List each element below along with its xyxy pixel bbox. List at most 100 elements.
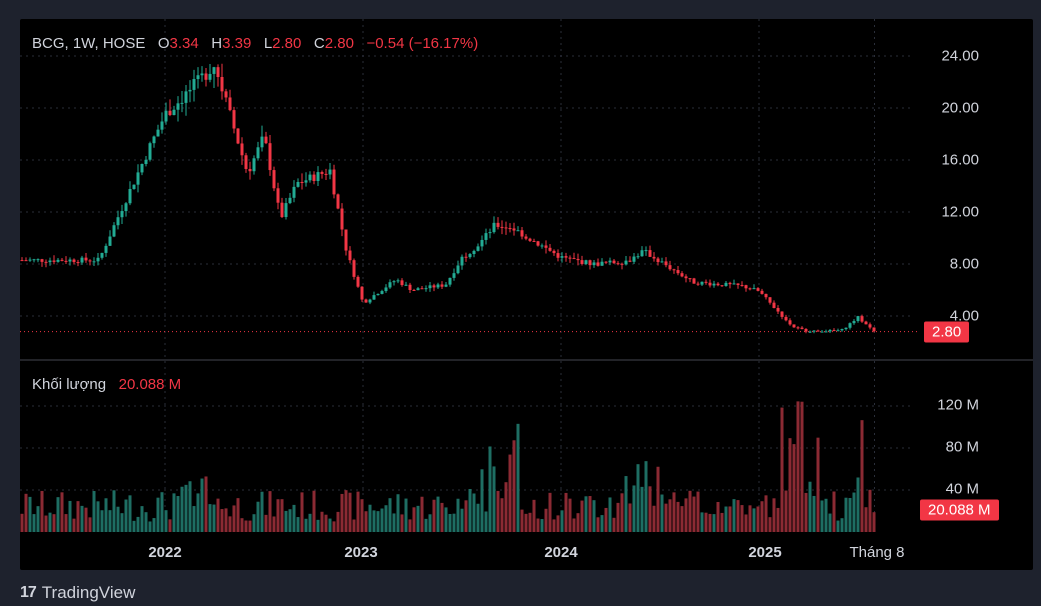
volume-bar [528, 512, 532, 532]
volume-bar [820, 500, 824, 532]
volume-bar [412, 507, 416, 532]
volume-bar [500, 498, 504, 532]
volume-bar [644, 461, 648, 532]
volume-bar [700, 512, 704, 532]
candle-body [420, 288, 424, 290]
volume-bar [568, 498, 572, 532]
x-tick-label: 2022 [148, 544, 182, 561]
volume-bar [588, 496, 592, 532]
volume-bar [152, 518, 156, 532]
candle-body [608, 260, 612, 263]
candle-body [532, 240, 536, 242]
volume-bar [856, 477, 860, 532]
volume-bar [88, 517, 92, 532]
last-volume-badge: 20.088 M [920, 499, 999, 521]
volume-bar [72, 518, 76, 532]
candle-body [164, 110, 168, 122]
volume-bar [92, 490, 96, 532]
candle-body [572, 258, 576, 260]
volume-bar [760, 501, 764, 532]
candle-body [540, 245, 544, 247]
candle-body [284, 203, 288, 218]
candle-body [768, 297, 772, 303]
candle-body [256, 147, 260, 159]
volume-bar [124, 499, 128, 532]
price-tick-label: 16.00 [941, 151, 979, 169]
candle-body [604, 261, 608, 263]
candle-body [612, 260, 616, 264]
chart-canvas[interactable] [20, 19, 1033, 570]
volume-bar [68, 500, 72, 532]
candle-body [364, 299, 368, 303]
candle-body [704, 281, 708, 283]
volume-bar [828, 513, 832, 532]
candle-body [128, 188, 132, 204]
candle-body [488, 232, 492, 234]
volume-bar [264, 514, 268, 532]
volume-bar [376, 511, 380, 532]
candle-body [664, 261, 668, 266]
volume-bar [792, 444, 796, 532]
volume-bar [708, 513, 712, 532]
candle-body [508, 228, 512, 230]
candle-body [528, 238, 532, 241]
volume-bar [560, 510, 564, 532]
candle-body [20, 260, 24, 262]
volume-bar [272, 516, 276, 532]
candle-body [584, 260, 588, 264]
candle-body [804, 328, 808, 332]
volume-bar [816, 437, 820, 532]
x-tick-label: Tháng 8 [849, 544, 905, 561]
volume-bar [268, 491, 272, 532]
volume-bar [252, 514, 256, 532]
volume-bar [344, 490, 348, 532]
volume-bar [340, 493, 344, 532]
candle-body [848, 323, 852, 328]
x-tick-label: 2025 [748, 544, 782, 561]
volume-bar [172, 493, 176, 532]
candle-body [360, 286, 364, 300]
candle-body [484, 233, 488, 240]
volume-bar [224, 508, 228, 532]
chart-frame[interactable]: BCG, 1W, HOSE O3.34 H3.39 L2.80 C2.80 −0… [20, 19, 1033, 570]
volume-bar [64, 514, 68, 532]
price-tick-label: 8.00 [949, 255, 979, 273]
volume-tick-label: 120 M [937, 396, 979, 414]
volume-bar [300, 492, 304, 532]
volume-bar [864, 507, 868, 532]
candle-body [872, 327, 876, 332]
candle-body [692, 278, 696, 284]
tradingview-footer[interactable]: 17 TradingView [20, 583, 135, 603]
candle-body [492, 222, 496, 233]
volume-bar [24, 493, 28, 532]
volume-bar [740, 505, 744, 532]
candle-body [648, 250, 652, 257]
candle-body [68, 259, 72, 262]
volume-bar [800, 401, 804, 532]
candle-body [336, 194, 340, 209]
volume-bar [248, 520, 252, 532]
candle-body [240, 143, 244, 156]
volume-bar [404, 498, 408, 532]
volume-bar [468, 489, 472, 532]
volume-bar [664, 503, 668, 532]
candle-body [268, 143, 272, 171]
candle-body [272, 170, 276, 189]
candle-body [784, 316, 788, 321]
volume-bar [780, 407, 784, 532]
volume-bar [432, 499, 436, 532]
candle-body [716, 283, 720, 286]
volume-bar [596, 517, 600, 532]
candle-body [180, 102, 184, 104]
candle-body [780, 311, 784, 317]
candle-body [424, 288, 428, 290]
candle-body [124, 203, 128, 212]
candle-body [520, 230, 524, 237]
volume-bar [220, 509, 224, 532]
candle-body [548, 247, 552, 251]
volume-bar [752, 508, 756, 532]
volume-bar [728, 506, 732, 532]
high-label: H [211, 35, 223, 52]
volume-bar [144, 512, 148, 532]
candle-body [344, 229, 348, 251]
